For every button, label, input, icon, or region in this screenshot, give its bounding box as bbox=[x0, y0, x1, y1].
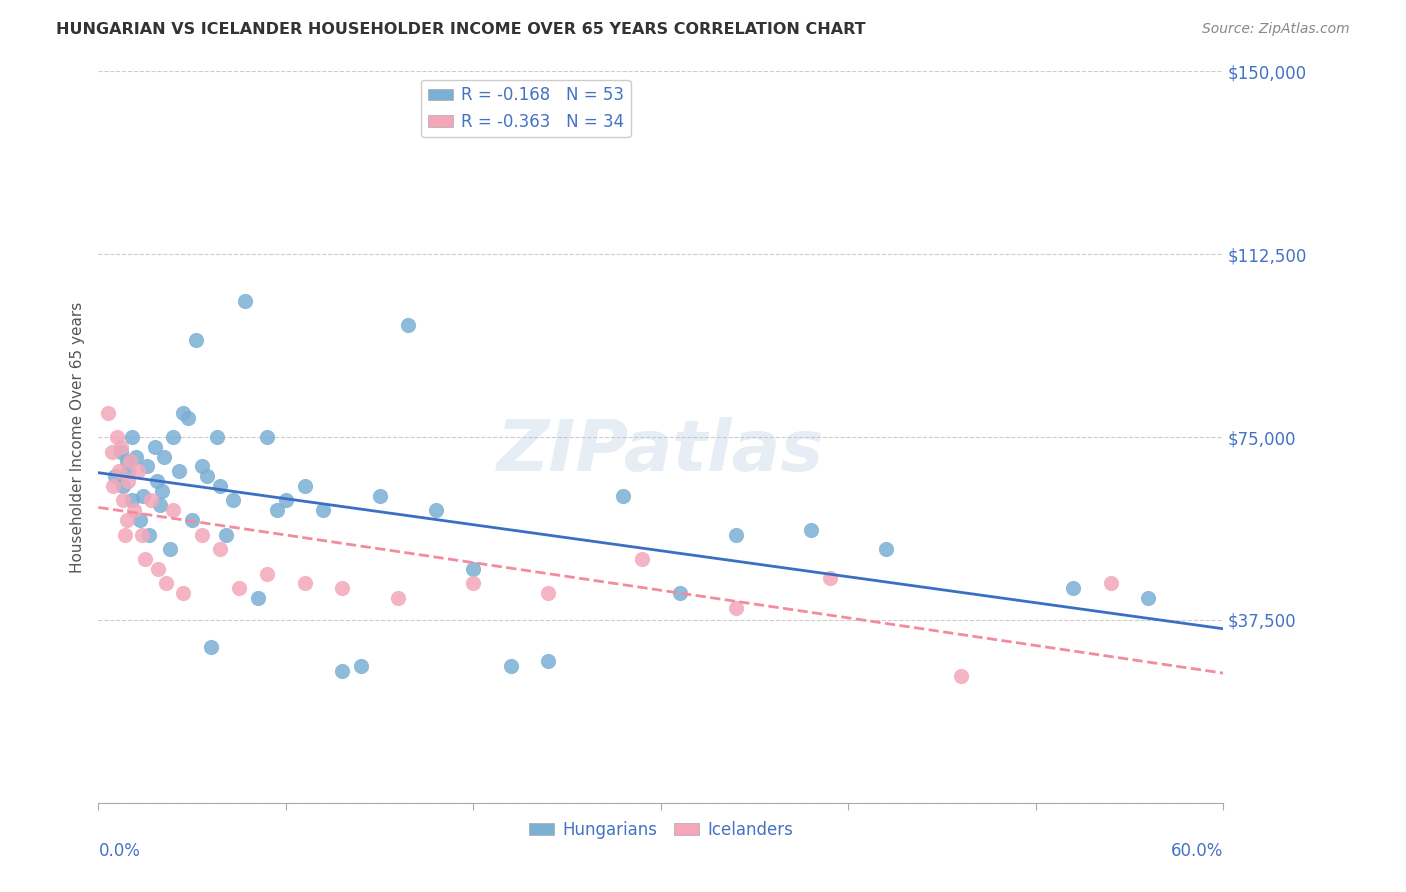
Point bbox=[190, 527, 212, 541]
Point bbox=[724, 600, 747, 615]
Text: HUNGARIAN VS ICELANDER HOUSEHOLDER INCOME OVER 65 YEARS CORRELATION CHART: HUNGARIAN VS ICELANDER HOUSEHOLDER INCOM… bbox=[56, 22, 866, 37]
Point bbox=[200, 640, 222, 654]
Point bbox=[121, 430, 143, 444]
Point bbox=[115, 454, 138, 468]
Point bbox=[120, 454, 142, 468]
Point bbox=[205, 430, 228, 444]
Point bbox=[246, 591, 269, 605]
Point bbox=[143, 440, 166, 454]
Point bbox=[110, 440, 132, 454]
Point bbox=[312, 503, 335, 517]
Point bbox=[131, 527, 153, 541]
Point bbox=[115, 513, 138, 527]
Point bbox=[215, 527, 238, 541]
Point bbox=[162, 503, 184, 517]
Point bbox=[330, 581, 353, 595]
Point bbox=[159, 542, 181, 557]
Point bbox=[537, 586, 560, 600]
Point bbox=[132, 489, 155, 503]
Point bbox=[396, 318, 419, 332]
Point bbox=[818, 572, 841, 586]
Point bbox=[111, 479, 134, 493]
Point bbox=[148, 562, 170, 576]
Point bbox=[105, 430, 128, 444]
Point bbox=[122, 503, 145, 517]
Point bbox=[128, 513, 150, 527]
Point bbox=[150, 483, 173, 498]
Point bbox=[97, 406, 120, 420]
Point bbox=[134, 552, 156, 566]
Point bbox=[111, 493, 134, 508]
Point bbox=[136, 459, 159, 474]
Point bbox=[463, 562, 485, 576]
Point bbox=[172, 586, 194, 600]
Y-axis label: Householder Income Over 65 years: Householder Income Over 65 years bbox=[69, 301, 84, 573]
Point bbox=[387, 591, 409, 605]
Point bbox=[104, 469, 127, 483]
Point bbox=[139, 493, 162, 508]
Point bbox=[537, 654, 560, 668]
Point bbox=[117, 464, 139, 478]
Point bbox=[1062, 581, 1084, 595]
Point bbox=[875, 542, 897, 557]
Point bbox=[172, 406, 194, 420]
Point bbox=[499, 659, 522, 673]
Point bbox=[100, 444, 122, 458]
Point bbox=[668, 586, 690, 600]
Point bbox=[167, 464, 190, 478]
Point bbox=[1099, 576, 1122, 591]
Point bbox=[153, 450, 176, 464]
Point bbox=[162, 430, 184, 444]
Point bbox=[949, 669, 972, 683]
Point bbox=[181, 513, 204, 527]
Text: ZIPatlas: ZIPatlas bbox=[498, 417, 824, 486]
Point bbox=[631, 552, 654, 566]
Point bbox=[256, 566, 278, 581]
Point bbox=[350, 659, 373, 673]
Point bbox=[463, 576, 485, 591]
Point bbox=[228, 581, 250, 595]
Point bbox=[177, 410, 200, 425]
Point bbox=[114, 527, 136, 541]
Text: Source: ZipAtlas.com: Source: ZipAtlas.com bbox=[1202, 22, 1350, 37]
Point bbox=[125, 450, 148, 464]
Point bbox=[190, 459, 212, 474]
Point bbox=[612, 489, 634, 503]
Text: 0.0%: 0.0% bbox=[98, 842, 141, 860]
Point bbox=[155, 576, 177, 591]
Point bbox=[108, 464, 131, 478]
Point bbox=[274, 493, 297, 508]
Point bbox=[294, 479, 316, 493]
Point bbox=[294, 576, 316, 591]
Point bbox=[184, 333, 207, 347]
Point bbox=[138, 527, 160, 541]
Legend: Hungarians, Icelanders: Hungarians, Icelanders bbox=[522, 814, 800, 846]
Point bbox=[256, 430, 278, 444]
Point bbox=[110, 444, 132, 458]
Point bbox=[121, 493, 143, 508]
Point bbox=[233, 293, 256, 308]
Point bbox=[222, 493, 245, 508]
Point bbox=[149, 499, 172, 513]
Point bbox=[1137, 591, 1160, 605]
Text: 60.0%: 60.0% bbox=[1171, 842, 1223, 860]
Point bbox=[368, 489, 391, 503]
Point bbox=[209, 479, 232, 493]
Point bbox=[127, 464, 149, 478]
Point bbox=[103, 479, 125, 493]
Point bbox=[195, 469, 218, 483]
Point bbox=[800, 523, 823, 537]
Point bbox=[266, 503, 288, 517]
Point bbox=[117, 474, 139, 488]
Point bbox=[145, 474, 167, 488]
Point bbox=[724, 527, 747, 541]
Point bbox=[425, 503, 447, 517]
Point bbox=[209, 542, 232, 557]
Point bbox=[330, 664, 353, 678]
